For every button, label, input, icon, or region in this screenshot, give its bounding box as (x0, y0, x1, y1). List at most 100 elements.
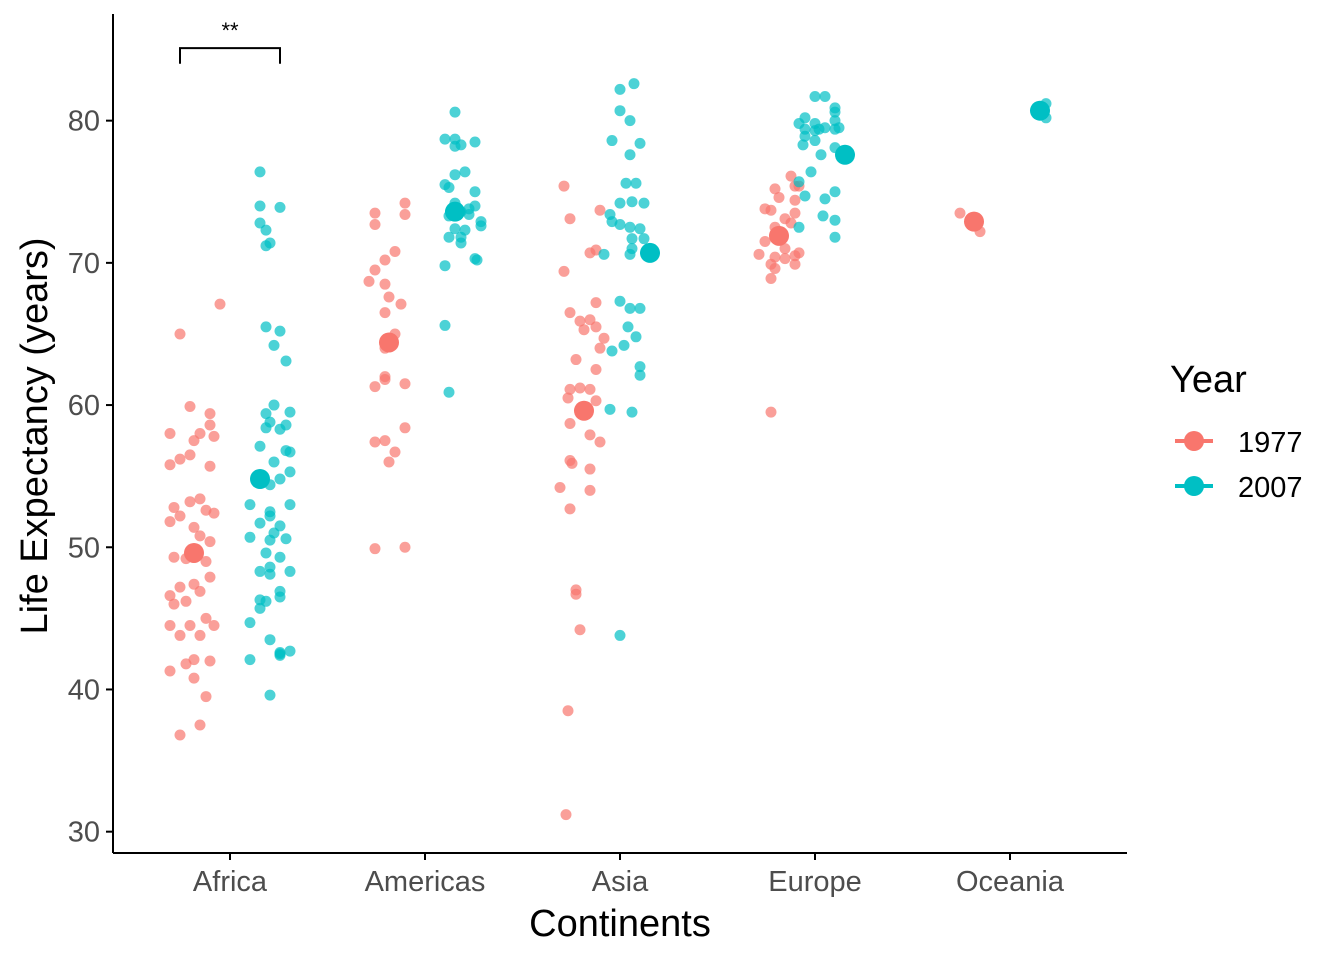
data-point (606, 345, 618, 357)
data-point (779, 253, 791, 265)
data-point (620, 177, 632, 189)
data-point (598, 332, 610, 344)
data-point (174, 328, 186, 340)
data-point (449, 140, 461, 152)
data-point (379, 373, 391, 385)
data-point (634, 137, 646, 149)
data-point (829, 106, 841, 118)
data-point (369, 543, 381, 555)
data-point (759, 236, 771, 248)
data-point (590, 321, 602, 333)
data-point (200, 612, 212, 624)
data-point (634, 369, 646, 381)
data-point (264, 510, 276, 522)
data-point (813, 123, 825, 135)
data-point (284, 466, 296, 478)
data-point (564, 503, 576, 515)
data-point (164, 665, 176, 677)
data-point (369, 264, 381, 276)
data-point (184, 400, 196, 412)
plot-area: ** (164, 18, 1052, 821)
data-point (244, 531, 256, 543)
data-point (562, 392, 574, 404)
data-point (399, 197, 411, 209)
data-point (204, 419, 216, 431)
mean-point (964, 211, 984, 232)
data-point (574, 382, 586, 394)
data-point (399, 541, 411, 553)
x-tick-label: Asia (592, 866, 649, 898)
data-point (214, 298, 226, 310)
data-point (622, 321, 634, 333)
data-point (590, 395, 602, 407)
significance-label: ** (221, 18, 239, 43)
data-point (188, 435, 200, 447)
data-point (817, 210, 829, 222)
data-point (554, 482, 566, 494)
data-point (184, 619, 196, 631)
data-point (753, 248, 765, 260)
data-point (455, 237, 467, 249)
data-point (590, 364, 602, 376)
data-point (449, 106, 461, 118)
data-point (566, 457, 578, 469)
data-point (570, 354, 582, 366)
data-point (204, 408, 216, 420)
data-point (164, 428, 176, 439)
mean-point (769, 225, 789, 246)
y-axis-title: Life Expectancy (years) (14, 237, 56, 634)
data-point (383, 291, 395, 303)
data-point (164, 516, 176, 528)
data-point (260, 547, 272, 559)
data-point (614, 105, 626, 117)
data-point (260, 321, 272, 333)
data-point (799, 130, 811, 142)
data-point (274, 649, 286, 661)
data-point (584, 484, 596, 496)
data-point (590, 297, 602, 309)
data-point (399, 378, 411, 390)
data-point (244, 499, 256, 511)
data-point (805, 166, 817, 178)
legend: Year 1977 2007 (1170, 359, 1303, 504)
data-point (789, 258, 801, 270)
data-point (284, 446, 296, 458)
data-point (799, 190, 811, 202)
y-tick-label: 30 (68, 817, 100, 849)
data-point (164, 619, 176, 631)
data-point (560, 809, 572, 821)
data-point (773, 191, 785, 203)
data-point (264, 634, 276, 646)
data-point (638, 197, 650, 209)
data-point (769, 263, 781, 275)
data-point (829, 231, 841, 243)
x-tick-label: Americas (365, 866, 486, 898)
data-point (815, 149, 827, 161)
data-point (439, 260, 451, 272)
data-point (379, 254, 391, 266)
data-point (260, 422, 272, 434)
legend-label: 2007 (1238, 472, 1303, 504)
data-point (624, 302, 636, 314)
data-point (954, 207, 966, 219)
data-point (254, 517, 266, 529)
data-point (268, 456, 280, 468)
data-point (389, 446, 401, 458)
data-point (164, 459, 176, 471)
data-point (389, 245, 401, 257)
data-point (779, 243, 791, 255)
x-tick-label: Africa (193, 866, 268, 898)
legend-entries: 1977 2007 (1175, 427, 1303, 504)
data-point (168, 551, 180, 563)
data-point (260, 240, 272, 252)
data-point (264, 568, 276, 580)
data-point (274, 591, 286, 603)
data-point (624, 221, 636, 233)
data-point (369, 207, 381, 219)
data-point (363, 275, 375, 287)
significance-bracket: ** (179, 18, 281, 64)
data-point (564, 383, 576, 395)
data-point (819, 193, 831, 205)
data-point (280, 533, 292, 545)
data-point (254, 440, 266, 452)
